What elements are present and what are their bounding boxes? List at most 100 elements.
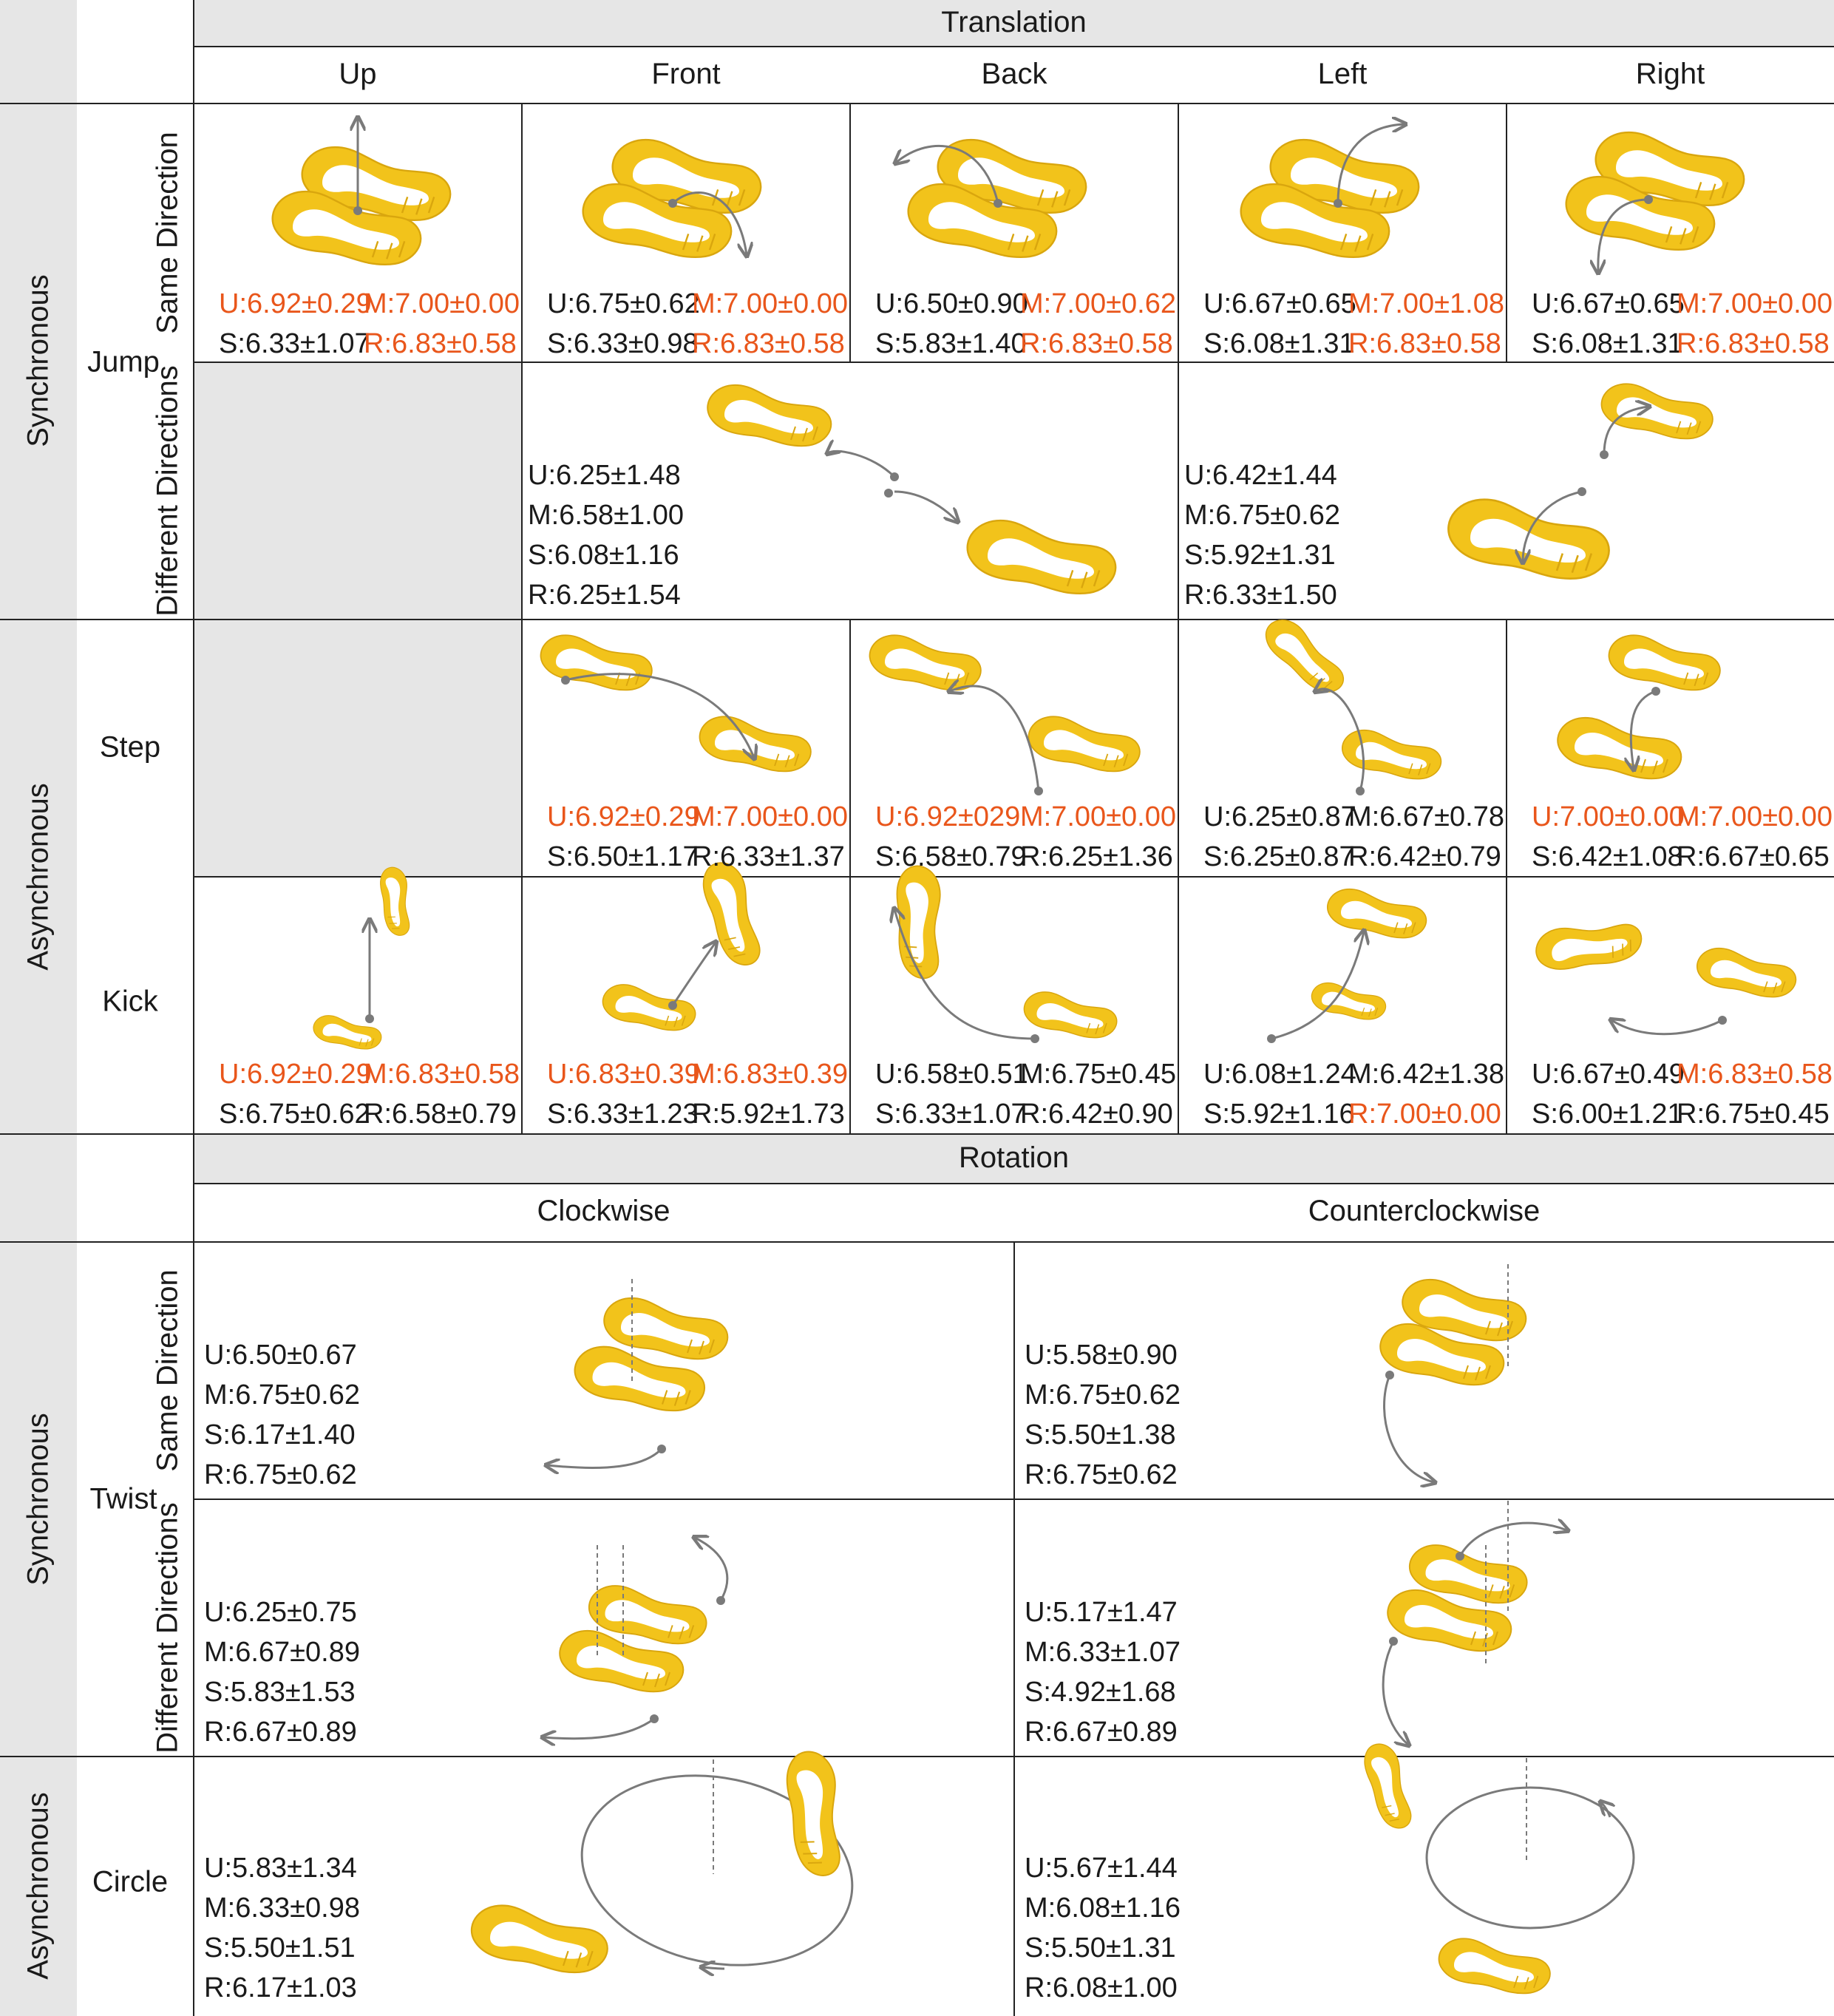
score-s: S:6.75±0.62 — [219, 1099, 370, 1130]
score-r: R:6.42±0.90 — [1020, 1099, 1173, 1130]
illustration-twist-same-ccw — [1379, 1264, 1527, 1493]
illustration-step-right — [1557, 634, 1721, 780]
score-s: S:6.33±0.98 — [547, 328, 699, 359]
rotation-title: Rotation — [959, 1141, 1069, 1174]
score-r: R:6.25±1.54 — [528, 580, 681, 611]
score-s: S:6.58±0.79 — [875, 841, 1027, 872]
grid-line — [0, 1241, 1834, 1243]
col-up: Up — [339, 58, 377, 90]
score-s: S:6.42±1.08 — [1532, 841, 1683, 872]
gesture-kick: Kick — [102, 985, 158, 1018]
scores-step-front: U:6.92±0.29M:7.00±0.00 S:6.50±1.17R:6.33… — [547, 797, 848, 877]
score-r: R:6.33±1.50 — [1184, 580, 1337, 611]
illustration-jump-left — [1240, 111, 1420, 259]
scores-jump-diff-left-right: U:6.42±1.44 M:6.75±0.62 S:5.92±1.31 R:6.… — [1184, 455, 1340, 615]
score-u: U:6.25±0.75 — [204, 1597, 357, 1628]
scores-jump-same-up: U:6.92±0.29M:7.00±0.00 S:6.33±1.07R:6.83… — [219, 284, 520, 364]
score-m: M:6.08±1.16 — [1025, 1893, 1181, 1924]
score-r: R:6.83±0.58 — [1020, 328, 1173, 359]
score-r: R:6.75±0.45 — [1677, 1099, 1830, 1130]
score-u: U:6.08±1.24 — [1203, 1059, 1356, 1090]
score-u: U:6.67±0.65 — [1532, 288, 1685, 319]
col-front: Front — [651, 58, 721, 90]
scores-jump-same-back: U:6.50±0.90M:7.00±0.62 S:5.83±1.40R:6.83… — [875, 284, 1176, 364]
score-s: S:6.25±0.87 — [1203, 841, 1355, 872]
grid-line — [521, 103, 523, 1134]
score-s: S:5.50±1.38 — [1025, 1419, 1176, 1450]
score-u: U:6.67±0.65 — [1203, 288, 1356, 319]
score-r: R:6.75±0.62 — [1025, 1459, 1178, 1490]
illustration-step-back — [869, 634, 1141, 795]
illustration-circle-ccw — [1348, 1737, 1635, 1995]
illustration-jump-diff-front-back — [707, 384, 1117, 595]
translation-corner-bg — [0, 0, 77, 103]
score-s: S:6.08±1.16 — [528, 540, 679, 571]
score-s: S:6.33±1.07 — [219, 328, 370, 359]
score-s: S:5.92±1.16 — [1203, 1099, 1355, 1130]
empty-cell-jump-diff-up — [194, 362, 522, 620]
score-u: U:5.17±1.47 — [1025, 1597, 1178, 1628]
illustration-jump-up — [271, 111, 452, 266]
score-u: U:5.67±1.44 — [1025, 1853, 1178, 1884]
grid-line — [849, 619, 851, 1134]
score-m: M:6.58±1.00 — [528, 500, 684, 531]
grid-line — [194, 46, 1834, 47]
grid-line — [0, 1133, 1834, 1135]
score-r: R:6.67±0.65 — [1677, 841, 1830, 872]
scores-step-left: U:6.25±0.87M:6.67±0.78 S:6.25±0.87R:6.42… — [1203, 797, 1504, 877]
grid-line — [0, 1756, 1834, 1757]
score-s: S:6.00±1.21 — [1532, 1099, 1683, 1130]
score-m: M:6.75±0.45 — [1020, 1059, 1176, 1090]
illustration-kick-front — [602, 855, 783, 1031]
group-synchronous-rotation: Synchronous — [21, 1413, 55, 1586]
illustration-jump-front — [582, 138, 762, 274]
score-u: U:6.58±0.51 — [875, 1059, 1028, 1090]
scores-kick-left: U:6.08±1.24M:6.42±1.38 S:5.92±1.16R:7.00… — [1203, 1054, 1504, 1134]
illustration-jump-diff-left-right — [1447, 383, 1714, 580]
translation-header-bg — [194, 0, 1834, 46]
section-label-bg-async2 — [0, 1757, 77, 2016]
gesture-jump: Jump — [87, 345, 160, 379]
score-u: U:6.67±0.49 — [1532, 1059, 1685, 1090]
illustration-step-front — [540, 634, 812, 773]
illustration-kick-left — [1267, 888, 1427, 1043]
score-r: R:6.83±0.58 — [1348, 328, 1501, 359]
scores-twist-diff-cw: U:6.25±0.75 M:6.67±0.89 S:5.83±1.53 R:6.… — [204, 1592, 360, 1752]
empty-cell-step-up — [194, 620, 522, 877]
scores-jump-diff-front-back: U:6.25±1.48 M:6.58±1.00 S:6.08±1.16 R:6.… — [528, 455, 684, 615]
score-m: M:6.33±0.98 — [204, 1893, 360, 1924]
score-m: M:6.75±0.62 — [1025, 1379, 1181, 1411]
scores-kick-front: U:6.83±0.39M:6.83±0.39 S:6.33±1.23R:5.92… — [547, 1054, 848, 1134]
sub-same-direction-twist: Same Direction — [151, 1269, 184, 1472]
grid-line — [1013, 1241, 1015, 2016]
score-u: U:6.25±0.87 — [1203, 801, 1356, 832]
col-right: Right — [1635, 58, 1705, 90]
col-left: Left — [1317, 58, 1368, 90]
section-label-bg-async1 — [0, 620, 77, 1134]
score-u: U:6.42±1.44 — [1184, 460, 1337, 491]
score-s: S:5.83±1.40 — [875, 328, 1027, 359]
score-m: M:7.00±0.00 — [1677, 288, 1833, 319]
score-u: U:6.92±0.29 — [219, 288, 372, 319]
illustration-kick-up — [313, 863, 424, 1050]
sub-different-directions-jump: Different Directions — [151, 365, 184, 617]
score-s: S:6.08±1.31 — [1532, 328, 1683, 359]
grid-line — [0, 619, 1834, 620]
score-u: U:5.58±0.90 — [1025, 1340, 1178, 1371]
score-s: S:5.92±1.31 — [1184, 540, 1336, 571]
score-m: M:7.00±0.00 — [1020, 801, 1176, 832]
rotation-header-bg — [194, 1134, 1834, 1183]
score-m: M:7.00±0.00 — [1677, 801, 1833, 832]
gesture-circle: Circle — [92, 1865, 169, 1898]
score-r: R:6.83±0.58 — [364, 328, 517, 359]
scores-jump-same-front: U:6.75±0.62M:7.00±0.00 S:6.33±0.98R:6.83… — [547, 284, 848, 364]
col-back: Back — [981, 58, 1047, 90]
score-s: S:6.08±1.31 — [1203, 328, 1355, 359]
illustration-circle-cw — [470, 1744, 866, 2015]
illustration-twist-diff-cw — [532, 1501, 729, 1752]
score-s: S:6.33±1.07 — [875, 1099, 1027, 1130]
grid-line — [1506, 619, 1507, 1134]
score-s: S:4.92±1.68 — [1025, 1677, 1176, 1708]
score-m: M:6.75±0.62 — [1184, 500, 1340, 531]
score-r: R:6.42±0.79 — [1348, 841, 1501, 872]
